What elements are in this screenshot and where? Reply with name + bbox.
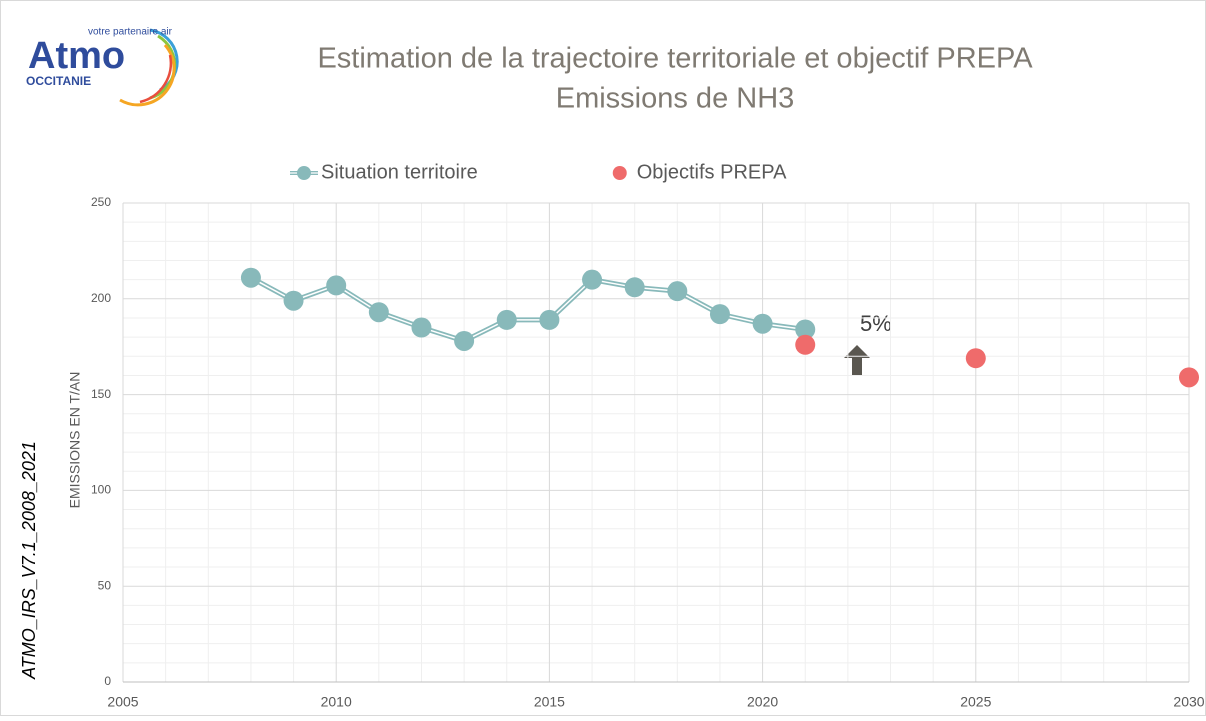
point bbox=[795, 334, 816, 355]
legend-marker bbox=[612, 166, 627, 180]
y-tick-label: 200 bbox=[91, 291, 111, 305]
point bbox=[624, 277, 645, 298]
logo-region: OCCITANIE bbox=[26, 74, 91, 88]
side-note: ATMO_IRS_V7.1_2008_2021 bbox=[19, 441, 39, 680]
y-tick-label: 100 bbox=[91, 483, 111, 497]
y-axis-label: EMISSIONS EN T/AN bbox=[67, 372, 83, 509]
y-tick-label: 0 bbox=[104, 674, 111, 688]
point bbox=[496, 309, 517, 330]
point bbox=[539, 309, 560, 330]
legend-label: Objectifs PREPA bbox=[637, 161, 787, 183]
x-tick-label: 2020 bbox=[747, 694, 778, 710]
annotation: 5% bbox=[860, 311, 892, 336]
x-tick-label: 2025 bbox=[960, 694, 991, 710]
x-tick-label: 2030 bbox=[1173, 694, 1204, 710]
chart-subtitle: Emissions de NH3 bbox=[556, 83, 795, 115]
y-tick-label: 150 bbox=[91, 387, 111, 401]
point bbox=[454, 330, 475, 351]
point bbox=[752, 313, 773, 334]
point bbox=[240, 267, 261, 288]
x-tick-label: 2010 bbox=[321, 694, 352, 710]
y-tick-label: 50 bbox=[98, 578, 112, 592]
point bbox=[326, 275, 347, 296]
point bbox=[965, 348, 986, 369]
logo-name: Atmo bbox=[28, 35, 125, 77]
annotation-arrow bbox=[844, 345, 870, 375]
logo-tagline: votre partenaire air bbox=[88, 27, 173, 38]
point bbox=[667, 281, 688, 302]
point bbox=[411, 317, 432, 338]
point bbox=[283, 290, 304, 311]
point bbox=[368, 302, 389, 323]
point bbox=[582, 269, 603, 290]
chart-title: Estimation de la trajectoire territorial… bbox=[317, 43, 1033, 75]
x-tick-label: 2005 bbox=[107, 694, 138, 710]
legend-marker bbox=[297, 166, 311, 180]
legend-label: Situation territoire bbox=[321, 161, 478, 183]
y-tick-label: 250 bbox=[91, 195, 111, 209]
point bbox=[795, 319, 816, 340]
point bbox=[1179, 367, 1199, 388]
logo: Atmo votre partenaire air OCCITANIE bbox=[26, 27, 179, 107]
x-tick-label: 2015 bbox=[534, 694, 565, 710]
point bbox=[709, 304, 730, 325]
